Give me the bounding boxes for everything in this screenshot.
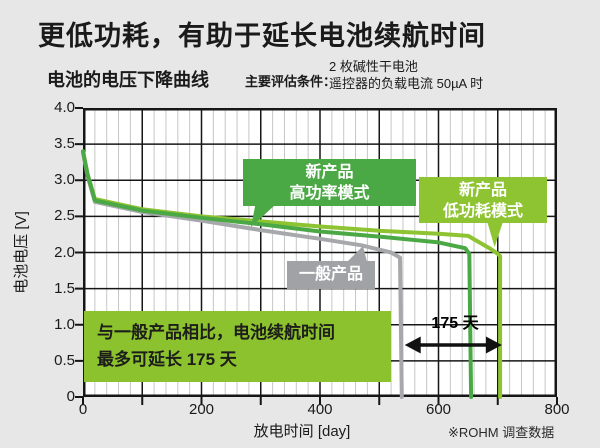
callout-new-product-low-power: 新产品 低功耗模式 <box>419 177 547 247</box>
y-tick-label: 1.0 <box>54 315 75 333</box>
label-general-product: 一般产品 <box>287 246 375 289</box>
chart-subtitle: 电池的电压下降曲线 <box>47 70 209 90</box>
condition-line-1: 2 枚碱性干电池 <box>329 59 418 74</box>
gain-arrow-left-head <box>404 336 421 354</box>
lifetime-gain-label: 175 天 <box>431 315 479 332</box>
condition-line-2: 遥控器的负载电流 50µA 时 <box>329 76 484 91</box>
benefit-line1: 与一般产品相比，电池续航时间 <box>97 323 335 342</box>
y-tick-label: 1.5 <box>54 279 75 297</box>
callout-high-line1: 新产品 <box>305 164 354 181</box>
plot-border <box>83 108 557 397</box>
y-tick-label: 2.5 <box>54 207 75 225</box>
x-tick-label: 0 <box>78 401 88 418</box>
series-新产品 高功率模式 <box>81 149 474 399</box>
y-tick-label: 3.5 <box>54 135 75 153</box>
y-tick-label: 2.0 <box>54 243 75 261</box>
callout-low-line2: 低功耗模式 <box>442 203 523 220</box>
y-tick-label: 4.0 <box>54 99 75 116</box>
x-tick-label: 600 <box>425 401 452 418</box>
x-axis-label: 放电时间 [day] <box>253 423 351 440</box>
source-footnote: ※ROHM 调查数据 <box>448 425 555 440</box>
gain-arrow-right-head <box>485 336 502 354</box>
conditions-values: 2 枚碱性干电池 遥控器的负载电流 50µA 时 <box>329 58 483 92</box>
callout-low-line1: 新产品 <box>458 182 507 199</box>
y-tick-label: 0.5 <box>54 351 75 369</box>
callout-high-line2: 高功率模式 <box>289 185 370 202</box>
y-tick-label: 3.0 <box>54 171 75 189</box>
benefit-annotation: 与一般产品相比，电池续航时间 最多可延长 175 天 <box>84 311 391 382</box>
callout-new-product-high-power: 新产品 高功率模式 <box>243 159 416 227</box>
conditions-label: 主要评估条件： <box>245 74 337 89</box>
x-tick-label: 800 <box>544 401 570 418</box>
page-title: 更低功耗，有助于延长电池续航时间 <box>38 21 486 51</box>
x-tick-label: 200 <box>188 401 215 418</box>
benefit-line2: 最多可延长 175 天 <box>97 350 237 369</box>
y-tick-label: 0 <box>66 388 75 405</box>
x-tick-label: 400 <box>307 401 333 418</box>
